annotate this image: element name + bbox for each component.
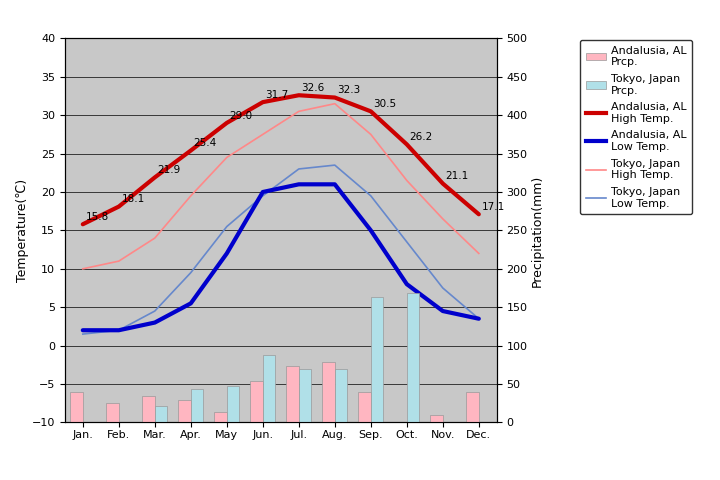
Tokyo, Japan Low Temp. [330,162,339,168]
Text: 25.4: 25.4 [194,138,217,148]
Andalusia, AL High Temp. [78,221,87,227]
Bar [287,366,299,422]
Tokyo, Japan High Temp. [294,108,303,114]
Tokyo, Japan Low Temp. [222,224,231,229]
Tokyo, Japan High Temp. [114,258,123,264]
Andalusia, AL Low Temp. [402,281,411,287]
Tokyo, Japan Low Temp. [150,308,159,314]
Bar [430,416,443,422]
Tokyo, Japan Low Temp. [474,316,483,322]
Bar [71,392,83,422]
Text: 21.9: 21.9 [158,165,181,175]
Andalusia, AL Low Temp. [294,181,303,187]
Line: Andalusia, AL High Temp.: Andalusia, AL High Temp. [83,95,479,224]
Text: 15.8: 15.8 [86,212,109,222]
Tokyo, Japan High Temp. [150,235,159,241]
Text: 30.5: 30.5 [374,99,397,109]
Bar [107,403,119,422]
Andalusia, AL High Temp. [330,95,339,100]
Text: 31.7: 31.7 [266,90,289,100]
Andalusia, AL Low Temp. [114,327,123,333]
Bar [335,370,347,422]
Bar [119,422,131,468]
Y-axis label: Precipitation(mm): Precipitation(mm) [531,174,544,287]
Andalusia, AL High Temp. [402,142,411,147]
Tokyo, Japan High Temp. [330,101,339,107]
Tokyo, Japan High Temp. [186,193,195,199]
Bar [263,355,275,422]
Andalusia, AL High Temp. [258,99,267,105]
Andalusia, AL High Temp. [186,148,195,154]
Bar [251,381,263,422]
Tokyo, Japan Low Temp. [366,193,375,199]
Andalusia, AL Low Temp. [258,189,267,195]
Text: 17.1: 17.1 [482,202,505,212]
Andalusia, AL Low Temp. [330,181,339,187]
Legend: Andalusia, AL
Prcp., Tokyo, Japan
Prcp., Andalusia, AL
High Temp., Andalusia, AL: Andalusia, AL Prcp., Tokyo, Japan Prcp.,… [580,40,693,214]
Text: 32.6: 32.6 [302,83,325,93]
Tokyo, Japan Low Temp. [294,166,303,172]
Tokyo, Japan Low Temp. [78,331,87,337]
Bar [323,362,335,422]
Line: Andalusia, AL Low Temp.: Andalusia, AL Low Temp. [83,184,479,330]
Andalusia, AL Low Temp. [186,300,195,306]
Tokyo, Japan Low Temp. [402,239,411,245]
Bar [394,422,407,442]
Bar [466,392,479,422]
Tokyo, Japan High Temp. [258,132,267,137]
Tokyo, Japan High Temp. [366,132,375,137]
Andalusia, AL Low Temp. [366,228,375,233]
Tokyo, Japan High Temp. [78,266,87,272]
Bar [215,412,227,422]
Bar [407,293,419,422]
Y-axis label: Temperature(℃): Temperature(℃) [16,179,29,282]
Text: 18.1: 18.1 [122,194,145,204]
Bar [179,400,191,422]
Andalusia, AL Low Temp. [438,308,447,314]
Andalusia, AL High Temp. [222,120,231,126]
Text: 32.3: 32.3 [338,85,361,96]
Andalusia, AL High Temp. [114,204,123,209]
Andalusia, AL High Temp. [150,175,159,180]
Bar [479,422,491,471]
Andalusia, AL Low Temp. [222,251,231,256]
Tokyo, Japan High Temp. [402,178,411,183]
Andalusia, AL High Temp. [294,92,303,98]
Line: Tokyo, Japan High Temp.: Tokyo, Japan High Temp. [83,104,479,269]
Andalusia, AL High Temp. [474,211,483,217]
Tokyo, Japan Low Temp. [438,285,447,291]
Line: Tokyo, Japan Low Temp.: Tokyo, Japan Low Temp. [83,165,479,334]
Bar [359,392,371,422]
Tokyo, Japan Low Temp. [114,327,123,333]
Text: 21.1: 21.1 [446,171,469,181]
Andalusia, AL Low Temp. [474,316,483,322]
Andalusia, AL Low Temp. [150,320,159,325]
Tokyo, Japan High Temp. [474,251,483,256]
Bar [83,422,95,468]
Andalusia, AL High Temp. [366,108,375,114]
Tokyo, Japan High Temp. [438,216,447,222]
Bar [227,385,239,422]
Bar [443,422,455,432]
Text: 29.0: 29.0 [230,111,253,120]
Bar [299,369,311,422]
Andalusia, AL High Temp. [438,180,447,186]
Andalusia, AL Low Temp. [78,327,87,333]
Bar [191,389,203,422]
Tokyo, Japan High Temp. [222,155,231,160]
Bar [155,406,167,422]
Tokyo, Japan Low Temp. [186,270,195,276]
Text: 26.2: 26.2 [410,132,433,142]
Bar [371,297,383,422]
Bar [142,396,155,422]
Tokyo, Japan Low Temp. [258,193,267,199]
